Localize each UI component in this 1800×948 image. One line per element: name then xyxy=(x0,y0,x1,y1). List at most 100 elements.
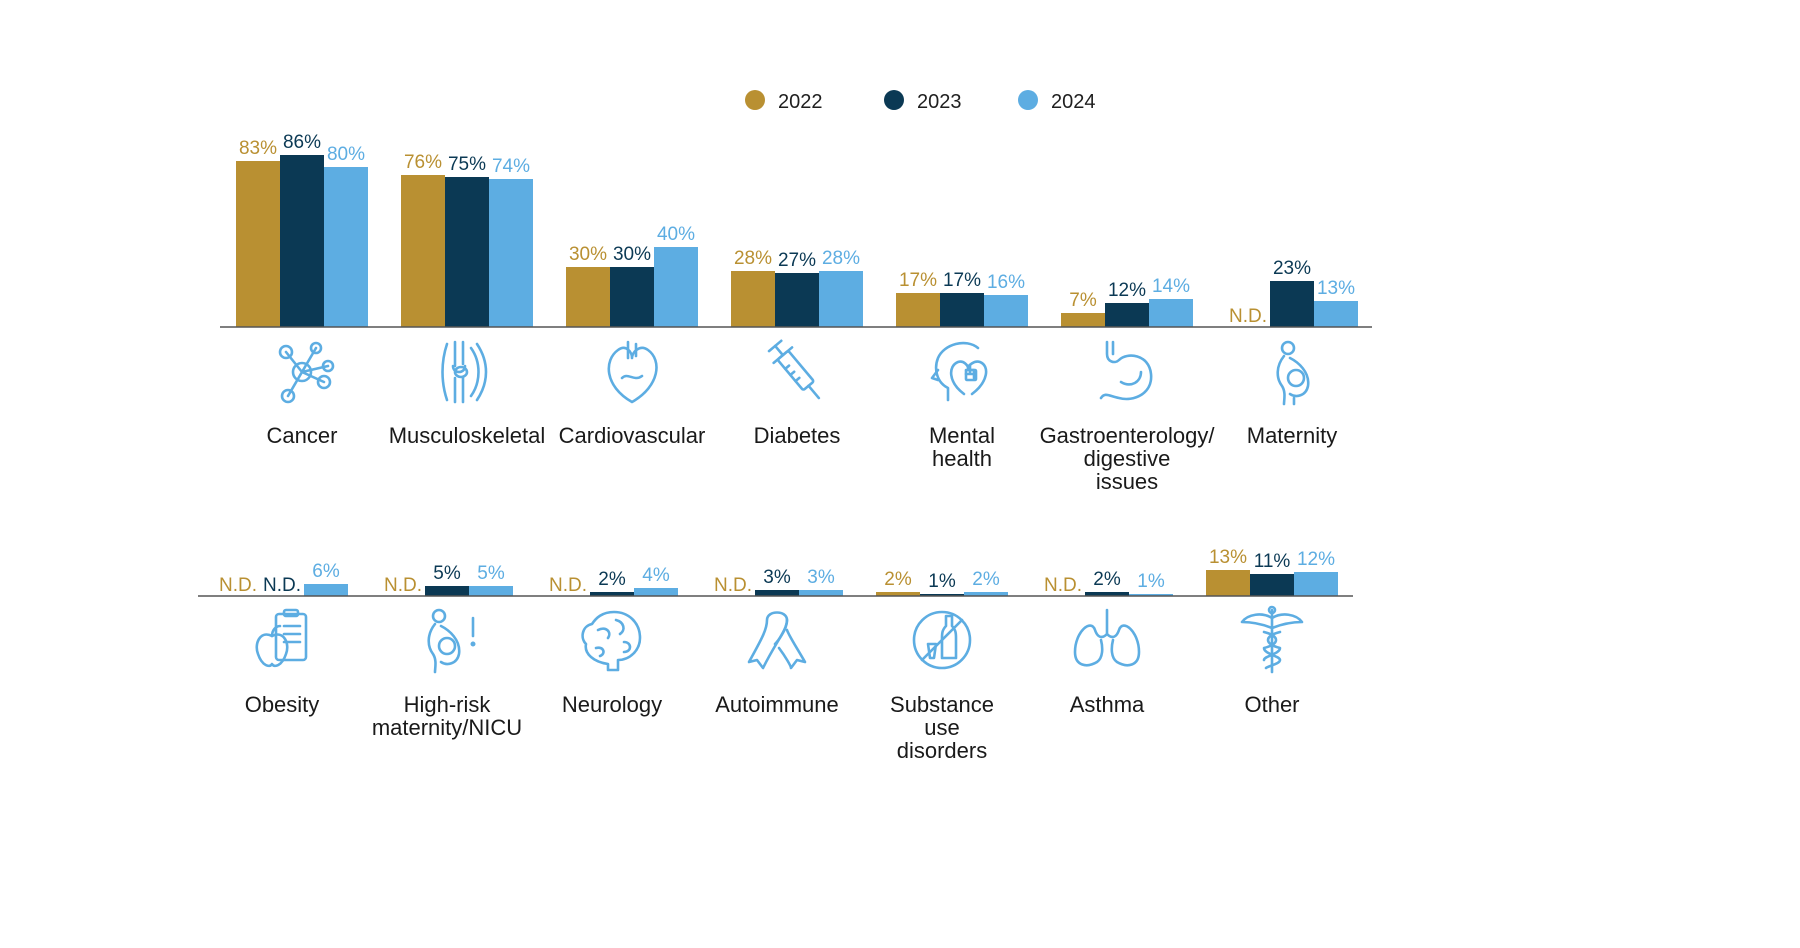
data-label-2024: 1% xyxy=(1137,571,1165,592)
bar-2022 xyxy=(236,161,280,327)
data-label-2023: 3% xyxy=(763,567,791,588)
chart-panel-bottom: N.D. N.D. 6% Obesity N.D. 5% 5% High-risk matern… xyxy=(198,547,1353,763)
data-label-2023: 75% xyxy=(448,154,486,175)
legend-label-2023: 2023 xyxy=(917,91,962,113)
brain-icon xyxy=(581,610,642,672)
data-label-2023: 12% xyxy=(1108,280,1146,301)
category-label: Gastroenterology/digestive issues xyxy=(1040,423,1216,494)
data-label-2023: 11% xyxy=(1254,551,1291,572)
category-group: 7% 12% 14% Gastroenterology/digestive issues xyxy=(1040,276,1216,494)
heart-icon xyxy=(607,340,658,404)
bar-2023 xyxy=(940,293,984,327)
category-group: N.D. N.D. 6% Obesity xyxy=(219,561,348,717)
category-label: Other xyxy=(1244,692,1299,717)
category-label: Cancer xyxy=(267,423,338,448)
category-label: Mental health xyxy=(929,423,995,471)
bar-2023 xyxy=(1085,592,1129,596)
pregnancy-icon xyxy=(1276,340,1310,406)
category-label: Maternity xyxy=(1247,423,1337,448)
bar-2024 xyxy=(1314,301,1358,327)
category-group: 76% 75% 74% Musculoskeletal xyxy=(389,152,546,448)
data-label-2023: 86% xyxy=(283,132,321,153)
nd-label: N.D. xyxy=(219,575,257,596)
no-alcohol-icon xyxy=(912,610,972,670)
bar-2024 xyxy=(1149,299,1193,327)
bar-2024 xyxy=(819,271,863,327)
data-label-2023: 2% xyxy=(1093,569,1121,590)
category-label: Musculoskeletal xyxy=(389,423,546,448)
caduceus-icon xyxy=(1240,605,1304,674)
category-group: N.D. 3% 3% Autoimmune xyxy=(714,567,843,717)
stomach-icon xyxy=(1099,340,1153,401)
category-label: Asthma xyxy=(1070,692,1145,717)
bar-2024 xyxy=(799,590,843,596)
data-label-2022: 76% xyxy=(404,152,442,173)
data-label-2023: 23% xyxy=(1273,258,1311,279)
data-label-2024: 12% xyxy=(1297,549,1335,570)
bar-2022 xyxy=(401,175,445,327)
nd-label: N.D. xyxy=(549,575,587,596)
data-label-2022: 17% xyxy=(899,270,937,291)
head-heart-icon xyxy=(930,341,988,402)
bar-2022 xyxy=(1206,570,1250,596)
data-label-2024: 6% xyxy=(312,561,340,582)
bar-2023 xyxy=(1270,281,1314,327)
data-label-2024: 3% xyxy=(807,567,835,588)
bar-2022 xyxy=(876,592,920,596)
bar-2023 xyxy=(590,592,634,596)
bar-2024 xyxy=(1294,572,1338,596)
syringe-icon xyxy=(767,339,821,400)
category-label: Substance use disorders xyxy=(890,692,994,763)
data-label-2024: 74% xyxy=(492,156,530,177)
data-label-2024: 14% xyxy=(1152,276,1190,297)
bar-2022 xyxy=(1061,313,1105,327)
category-group: N.D. 5% 5% High-risk maternity/NICU xyxy=(372,563,522,740)
nd-label: N.D. xyxy=(384,575,422,596)
category-group: 28% 27% 28% Diabetes xyxy=(731,248,863,448)
category-group: 83% 86% 80% Cancer xyxy=(236,132,368,448)
data-label-2022: 13% xyxy=(1209,547,1247,568)
bar-2023 xyxy=(445,177,489,327)
data-label-2024: 4% xyxy=(642,565,670,586)
bar-2024 xyxy=(324,167,368,327)
data-label-2024: 80% xyxy=(327,144,365,165)
data-label-2023: 17% xyxy=(943,270,981,291)
bar-2023 xyxy=(425,586,469,596)
category-label: Neurology xyxy=(562,692,662,717)
high-risk-pregnancy-icon xyxy=(427,608,476,674)
category-label: Diabetes xyxy=(754,423,841,448)
legend-marker-2023 xyxy=(884,90,904,110)
bar-2022 xyxy=(566,267,610,327)
category-label: Autoimmune xyxy=(715,692,839,717)
data-label-2022: 2% xyxy=(884,569,912,590)
bar-2024 xyxy=(489,179,533,327)
data-label-2024: 5% xyxy=(477,563,505,584)
bar-2023 xyxy=(920,594,964,596)
bar-2024 xyxy=(964,592,1008,596)
bar-2023 xyxy=(1105,303,1149,327)
data-label-2023: 27% xyxy=(778,250,816,271)
lungs-icon xyxy=(1073,608,1141,667)
apple-clipboard-icon xyxy=(255,608,308,668)
category-label: Obesity xyxy=(245,692,320,717)
chart-panel-top: 83% 86% 80% Cancer 76% 75% 74% Musculoskeletal 3… xyxy=(220,132,1372,494)
legend: 2022 2023 2024 xyxy=(745,90,1096,113)
bar-2024 xyxy=(654,247,698,327)
ribbon-icon xyxy=(747,611,807,670)
nd-label: N.D. xyxy=(714,575,752,596)
category-group: 17% 17% 16% Mental health xyxy=(896,270,1028,471)
category-label: High-risk maternity/NICU xyxy=(372,692,522,740)
legend-marker-2022 xyxy=(745,90,765,110)
bar-2023 xyxy=(775,273,819,327)
bar-2024 xyxy=(469,586,513,596)
data-label-2023: 2% xyxy=(598,569,626,590)
legend-label-2022: 2022 xyxy=(778,91,823,113)
data-label-2024: 16% xyxy=(987,272,1025,293)
bar-2024 xyxy=(1129,594,1173,596)
category-group: N.D. 2% 1% Asthma xyxy=(1044,569,1173,717)
bar-2023 xyxy=(610,267,654,327)
molecule-icon xyxy=(278,341,335,404)
bar-2023 xyxy=(755,590,799,596)
bar-2023 xyxy=(280,155,324,327)
